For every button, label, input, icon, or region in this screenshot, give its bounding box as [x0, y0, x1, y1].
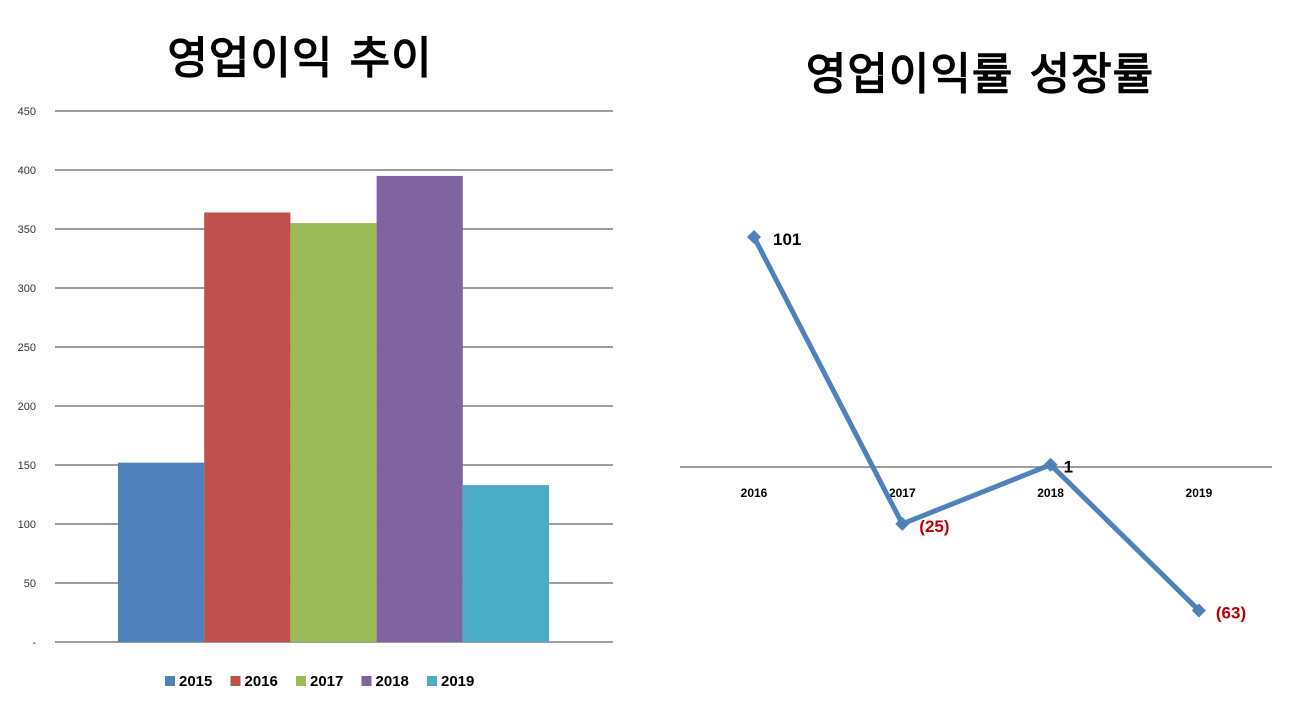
point-marker — [1191, 603, 1206, 618]
legend-swatch-2018 — [361, 676, 372, 686]
data-label: 1 — [1064, 458, 1073, 477]
y-tick-label: 300 — [18, 283, 36, 295]
bar-2018 — [376, 175, 463, 642]
legend-swatch-2016 — [230, 676, 241, 686]
legend-label-2015: 2015 — [179, 673, 212, 690]
point-marker — [1043, 457, 1058, 472]
data-label: (63) — [1216, 603, 1246, 622]
x-tick-label: 2016 — [741, 486, 768, 500]
x-tick-label: 2018 — [1037, 486, 1064, 500]
y-tick-label: 350 — [18, 224, 36, 236]
y-tick-label: 50 — [24, 578, 36, 590]
bar-2017 — [290, 223, 377, 642]
point-marker — [747, 230, 761, 244]
y-tick-label: 400 — [18, 165, 36, 177]
data-label: (25) — [919, 517, 949, 536]
line-chart-title: 영업이익률 성장률 — [805, 49, 1155, 100]
legend-swatch-2015 — [165, 676, 175, 686]
y-tick-label: 100 — [18, 519, 36, 531]
data-label: 101 — [773, 230, 801, 249]
y-tick-label: 200 — [18, 401, 36, 413]
y-tick-label: 450 — [18, 106, 36, 118]
point-marker — [895, 516, 910, 531]
bar-chart-title: 영업이익 추이 — [167, 33, 433, 84]
legend-label-2019: 2019 — [441, 673, 474, 690]
legend-swatch-2019 — [427, 676, 437, 686]
bar-2019 — [462, 485, 549, 642]
legend-swatch-2017 — [296, 676, 306, 686]
bar-2015 — [118, 462, 205, 642]
growth-line — [751, 235, 1201, 613]
legend-label-2016: 2016 — [245, 673, 278, 690]
y-tick-label: - — [32, 637, 36, 649]
legend-label-2017: 2017 — [310, 673, 343, 690]
bar-2016 — [204, 212, 291, 643]
legend-label-2018: 2018 — [376, 673, 409, 690]
x-tick-label: 2017 — [889, 486, 916, 500]
x-tick-label: 2019 — [1186, 486, 1213, 500]
y-tick-label: 250 — [18, 342, 36, 354]
y-tick-label: 150 — [18, 460, 36, 472]
